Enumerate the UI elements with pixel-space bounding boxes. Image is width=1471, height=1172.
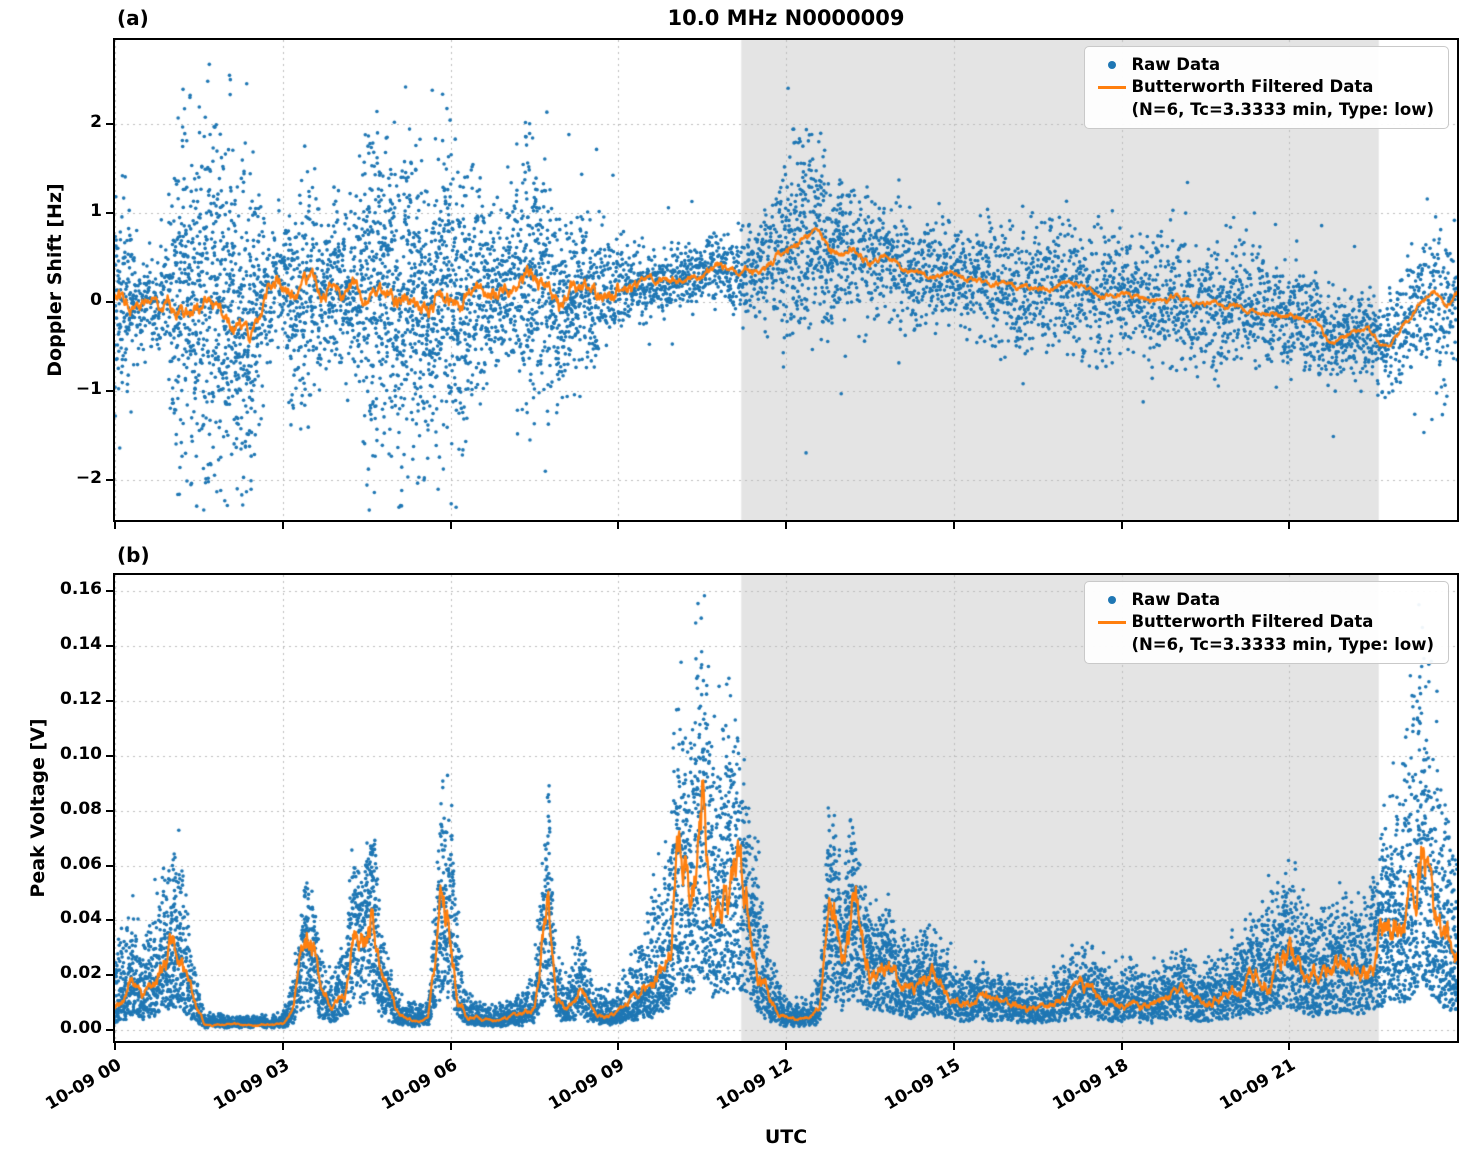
filtered-line-icon xyxy=(1093,611,1131,633)
y-tick-mark xyxy=(106,809,113,812)
y-tick-label: 0.04 xyxy=(60,908,102,929)
y-tick-mark xyxy=(106,974,113,977)
x-tick-mark xyxy=(785,1043,787,1050)
y-tick-label: 1 xyxy=(90,201,102,222)
x-tick-label: 10-09 00 xyxy=(42,1055,125,1115)
legend-filtered-title: Butterworth Filtered Data xyxy=(1131,77,1374,97)
y-tick-mark xyxy=(106,390,113,393)
x-tick-mark xyxy=(1120,1043,1123,1050)
legend-raw-label: Raw Data xyxy=(1131,55,1221,74)
x-tick-mark xyxy=(952,522,955,529)
x-tick-mark xyxy=(1120,522,1123,529)
panel-b-label: (b) xyxy=(117,543,150,567)
y-tick-label: −1 xyxy=(75,379,102,400)
y-tick-mark xyxy=(106,590,113,593)
y-tick-mark xyxy=(106,1029,113,1032)
x-tick-mark xyxy=(114,1043,116,1050)
x-tick-mark xyxy=(617,522,620,529)
x-tick-mark xyxy=(1288,1043,1291,1050)
legend-filtered-label: Butterworth Filtered Data (N=6, Tc=3.333… xyxy=(1131,611,1434,656)
legend-item-raw: Raw Data xyxy=(1093,54,1434,76)
panel-a-legend: Raw Data Butterworth Filtered Data (N=6,… xyxy=(1084,46,1449,129)
y-tick-label: 0.14 xyxy=(60,634,102,655)
legend-filtered-params: (N=6, Tc=3.3333 min, Type: low) xyxy=(1131,99,1434,119)
y-tick-mark xyxy=(106,700,113,703)
chart-title: 10.0 MHz N0000009 xyxy=(667,6,905,30)
x-tick-mark xyxy=(281,522,284,529)
filtered-line-icon xyxy=(1093,76,1131,98)
x-tick-mark xyxy=(449,1043,452,1050)
panel-b-y-axis-label: Peak Voltage [V] xyxy=(27,718,49,898)
x-tick-mark xyxy=(281,1043,284,1050)
x-tick-mark xyxy=(952,1043,955,1050)
y-tick-mark xyxy=(106,123,113,126)
y-tick-mark xyxy=(106,645,113,648)
y-tick-label: 2 xyxy=(90,112,102,133)
legend-raw-label: Raw Data xyxy=(1131,590,1221,609)
raw-data-dot-icon xyxy=(1093,589,1131,611)
y-tick-label: 0.12 xyxy=(60,689,102,710)
y-tick-label: 0.06 xyxy=(60,853,102,874)
y-tick-mark xyxy=(106,301,113,304)
legend-filtered-label: Butterworth Filtered Data (N=6, Tc=3.333… xyxy=(1131,76,1434,121)
legend-item-filtered: Butterworth Filtered Data (N=6, Tc=3.333… xyxy=(1093,76,1434,121)
y-tick-mark xyxy=(106,919,113,922)
y-tick-label: 0.16 xyxy=(60,579,102,600)
y-tick-mark xyxy=(106,754,113,757)
y-tick-mark xyxy=(106,479,113,481)
x-tick-mark xyxy=(1288,522,1291,529)
y-tick-mark xyxy=(106,864,113,867)
legend-filtered-title: Butterworth Filtered Data xyxy=(1131,612,1374,632)
panel-b-legend: Raw Data Butterworth Filtered Data (N=6,… xyxy=(1084,581,1449,664)
y-tick-label: 0.08 xyxy=(60,798,102,819)
legend-filtered-params: (N=6, Tc=3.3333 min, Type: low) xyxy=(1131,634,1434,654)
y-tick-label: 0 xyxy=(90,290,102,311)
y-tick-label: −2 xyxy=(75,468,102,488)
x-axis-label: UTC xyxy=(764,1126,808,1148)
legend-item-filtered: Butterworth Filtered Data (N=6, Tc=3.333… xyxy=(1093,611,1434,656)
x-tick-mark xyxy=(114,522,116,529)
panel-a-label: (a) xyxy=(117,6,149,30)
y-tick-mark xyxy=(106,212,113,215)
raw-data-dot-icon xyxy=(1093,54,1131,76)
y-tick-label: 0.02 xyxy=(60,963,102,984)
x-tick-mark xyxy=(617,1043,620,1050)
legend-item-raw: Raw Data xyxy=(1093,589,1434,611)
y-tick-label: 0.10 xyxy=(60,743,102,764)
y-tick-label: 0.00 xyxy=(60,1018,102,1039)
x-tick-mark xyxy=(785,522,787,529)
x-tick-mark xyxy=(449,522,452,529)
